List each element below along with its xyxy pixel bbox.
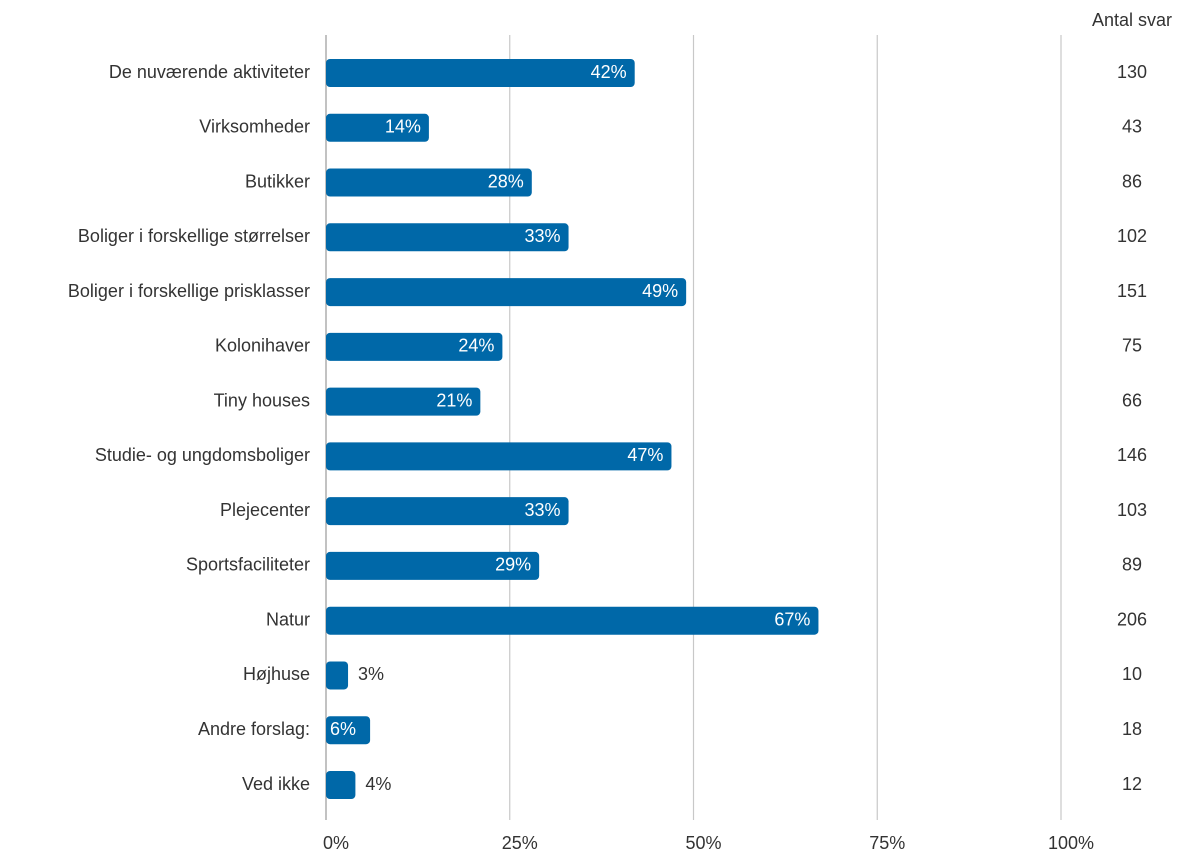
counts-title: Antal svar — [1092, 10, 1172, 30]
bar — [326, 387, 481, 416]
y-tick-label: Virksomheder — [199, 117, 310, 137]
value-label: 4% — [365, 774, 391, 794]
bar — [326, 716, 371, 745]
bar — [326, 661, 349, 690]
bar — [326, 551, 540, 580]
bar — [326, 332, 503, 361]
count-label: 103 — [1117, 500, 1147, 520]
value-label: 33% — [525, 226, 561, 246]
y-tick-label: Højhuse — [243, 664, 310, 684]
bar — [326, 497, 569, 526]
y-tick-label: Studie- og ungdomsboliger — [95, 445, 310, 465]
count-label: 66 — [1122, 390, 1142, 410]
x-tick-label: 100% — [1048, 833, 1094, 853]
count-label: 102 — [1117, 226, 1147, 246]
value-label: 3% — [358, 664, 384, 684]
bar — [326, 223, 569, 252]
count-label: 86 — [1122, 171, 1142, 191]
y-tick-label: Boliger i forskellige prisklasser — [68, 281, 310, 301]
y-tick-label: Kolonihaver — [215, 336, 310, 356]
x-tick-label: 75% — [869, 833, 905, 853]
count-label: 12 — [1122, 774, 1142, 794]
y-tick-label: Ved ikke — [242, 774, 310, 794]
count-label: 146 — [1117, 445, 1147, 465]
count-label: 89 — [1122, 555, 1142, 575]
y-tick-label: Tiny houses — [214, 390, 310, 410]
value-label: 24% — [458, 336, 494, 356]
value-label: 42% — [591, 62, 627, 82]
y-tick-label: Sportsfaciliteter — [186, 555, 310, 575]
value-label: 6% — [330, 719, 356, 739]
x-tick-label: 50% — [685, 833, 721, 853]
value-label: 47% — [627, 445, 663, 465]
value-label: 14% — [385, 117, 421, 137]
x-tick-label: 0% — [323, 833, 349, 853]
value-label: 28% — [488, 171, 524, 191]
bar — [326, 168, 532, 197]
bar — [326, 59, 635, 87]
bar — [326, 442, 672, 471]
y-tick-label: Andre forslag: — [198, 719, 310, 739]
bar — [326, 278, 687, 307]
count-label: 151 — [1117, 281, 1147, 301]
x-tick-label: 25% — [502, 833, 538, 853]
bar — [326, 113, 429, 142]
value-label: 67% — [774, 609, 810, 629]
count-label: 206 — [1117, 609, 1147, 629]
y-tick-label: Boliger i forskellige størrelser — [78, 226, 310, 246]
count-label: 75 — [1122, 336, 1142, 356]
count-label: 130 — [1117, 62, 1147, 82]
value-label: 29% — [495, 555, 531, 575]
y-tick-label: Butikker — [245, 171, 310, 191]
count-label: 10 — [1122, 664, 1142, 684]
bar — [326, 606, 819, 635]
count-label: 43 — [1122, 117, 1142, 137]
value-label: 33% — [525, 500, 561, 520]
y-tick-label: Natur — [266, 609, 310, 629]
y-tick-label: Plejecenter — [220, 500, 310, 520]
count-label: 18 — [1122, 719, 1142, 739]
value-label: 49% — [642, 281, 678, 301]
bar — [326, 771, 356, 799]
y-tick-label: De nuværende aktiviteter — [109, 62, 310, 82]
value-label: 21% — [436, 390, 472, 410]
